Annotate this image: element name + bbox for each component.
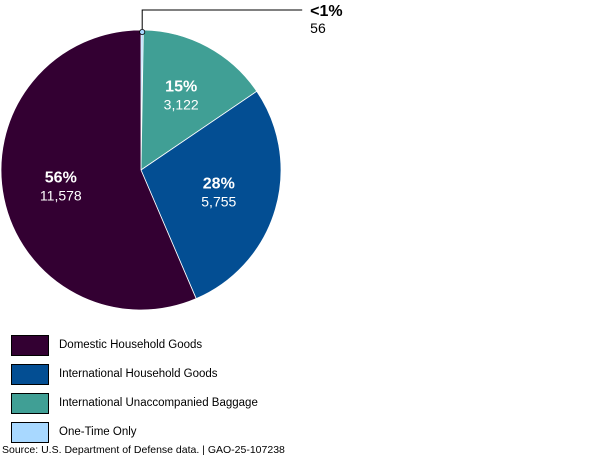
slice-labels: <1%56 15%3,122 28%5,755 56%11,578 xyxy=(40,3,343,210)
slice-percent-label: 28% xyxy=(203,176,235,193)
pie-chart: <1%56 15%3,122 28%5,755 56%11,578 xyxy=(0,3,343,311)
legend-label: One-Time Only xyxy=(59,426,137,438)
slice-percent-label: 56% xyxy=(45,170,77,187)
slice-percent-label: 15% xyxy=(165,79,197,96)
callout-dot xyxy=(139,28,146,35)
source-note: Source: U.S. Department of Defense data.… xyxy=(2,444,285,456)
legend-label: International Unaccompanied Baggage xyxy=(59,397,258,409)
slice-percent-label: <1% xyxy=(310,3,342,20)
slice-value-label: 3,122 xyxy=(164,97,199,113)
legend-swatch xyxy=(11,364,49,385)
slice-value-label: 5,755 xyxy=(201,194,236,210)
pie-slice xyxy=(0,29,197,311)
slice-value-label: 56 xyxy=(310,20,326,36)
legend-swatch xyxy=(11,422,49,443)
callout-leader xyxy=(139,9,303,35)
pie-slice xyxy=(140,90,282,300)
legend-swatch xyxy=(11,335,49,356)
legend-label: International Household Goods xyxy=(59,368,218,380)
legend-swatch xyxy=(11,393,49,414)
callout-line xyxy=(141,9,303,32)
pie-slice xyxy=(140,29,258,171)
slice-value-label: 11,578 xyxy=(40,188,82,204)
legend-label: Domestic Household Goods xyxy=(59,339,203,351)
pie-slices xyxy=(0,29,282,311)
